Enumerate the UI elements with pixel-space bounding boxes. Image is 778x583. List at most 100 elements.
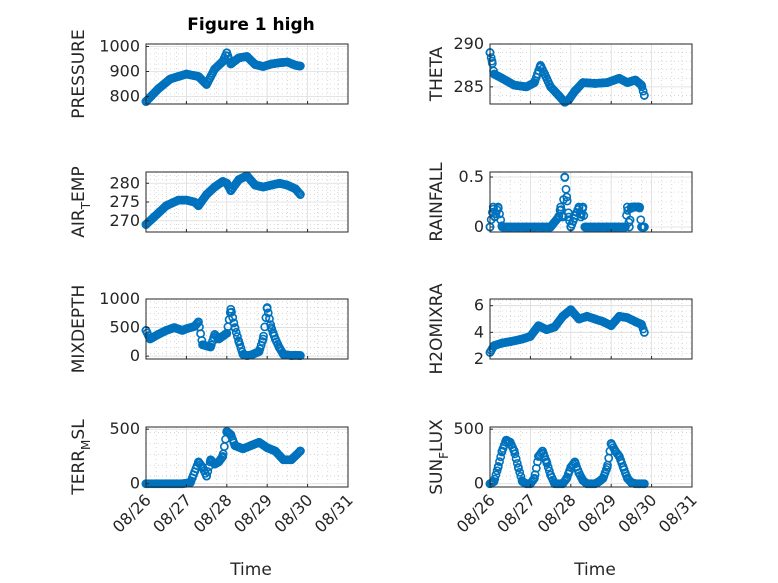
y-tick-label: 2 (474, 349, 484, 368)
data-point (226, 59, 236, 69)
x-tick-label: 08/26 (453, 490, 499, 536)
data-point (576, 212, 586, 222)
data-point (513, 462, 523, 472)
data-point (486, 53, 496, 63)
data-point (238, 444, 248, 454)
y-label-base: SUN (427, 459, 447, 495)
data-point (274, 178, 284, 188)
data-point (538, 222, 547, 232)
data-point (266, 323, 276, 332)
subplot-pressure: 800 900 1000 PRESSURE (69, 29, 349, 119)
data-point (246, 441, 256, 450)
data-point (153, 330, 163, 339)
y-label-rest: LUX (427, 419, 447, 452)
y-label-base: AIR (69, 209, 89, 238)
data-point (265, 314, 274, 324)
data-point (254, 347, 264, 356)
data-point (558, 311, 568, 321)
data-point (536, 61, 545, 70)
y-tick-label: 500 (109, 419, 140, 438)
axes-border (489, 43, 693, 105)
subplot-rainfall: 0 0.5 RAINFALL (427, 162, 693, 242)
data-point (274, 58, 284, 68)
figure-title: Figure 1 high (187, 15, 315, 35)
data-point (214, 457, 224, 467)
data-point (550, 322, 560, 332)
data-point (270, 334, 280, 344)
data-point (509, 80, 519, 90)
data-point (266, 180, 276, 190)
data-point (574, 468, 584, 478)
y-axis-label: SUNFLUX (427, 419, 451, 495)
data-point (222, 178, 232, 188)
data-point (562, 473, 572, 483)
data-point (202, 190, 211, 199)
y-axis-label: MIXDEPTH (69, 285, 89, 374)
data-point (538, 446, 547, 456)
data-point (202, 471, 211, 481)
axes-border (145, 43, 349, 105)
data-point (564, 95, 574, 105)
y-tick-label: 4 (474, 322, 484, 341)
y-tick-label: 1000 (99, 289, 140, 308)
x-tick-label: 08/27 (493, 490, 539, 536)
data-point (614, 222, 624, 232)
data-point (497, 338, 507, 348)
data-point (230, 441, 240, 450)
data-point (639, 327, 649, 337)
data-point (295, 190, 305, 199)
data-point (258, 334, 268, 344)
data-point (270, 446, 280, 456)
data-point (542, 457, 551, 467)
data-point (564, 212, 574, 222)
data-point (566, 462, 576, 472)
data-point (530, 78, 539, 87)
data-point (161, 201, 171, 211)
data-point (563, 208, 573, 218)
data-point (226, 430, 236, 440)
data-point (293, 448, 303, 458)
data-point (226, 304, 236, 314)
data-point (637, 80, 646, 90)
data-point (562, 196, 572, 206)
data-point (631, 75, 640, 85)
y-tick-label: 500 (453, 419, 484, 438)
data-point (149, 212, 159, 222)
data-point (558, 212, 568, 222)
data-point (590, 79, 600, 88)
data-point (161, 326, 171, 335)
data-point (635, 202, 644, 212)
data-point (194, 201, 203, 211)
data-point (606, 321, 616, 331)
data-point (274, 343, 284, 352)
subplot-sun_flux: 0500SUNFLUX08/2608/2708/2808/2908/3008/3… (427, 419, 701, 537)
x-tick-label: 08/30 (270, 490, 316, 536)
data-point (602, 78, 612, 87)
data-point (278, 350, 288, 359)
data-point (263, 308, 273, 318)
data-point (546, 470, 555, 480)
data-point (574, 314, 584, 324)
subplot-terr_msl: 0 500 TERRMSL 08/2608/2708/2808/2908/3008/3… (69, 419, 357, 537)
y-tick-label: 275 (109, 192, 140, 211)
data-point (266, 59, 276, 69)
y-label-rest: EMP (69, 166, 89, 202)
x-tick-label: 08/27 (149, 490, 195, 536)
data-point (570, 86, 580, 96)
data-point (153, 84, 163, 94)
x-tick-label: 08/28 (534, 490, 580, 536)
data-point (543, 462, 553, 472)
data-point (218, 57, 228, 66)
data-point (291, 60, 300, 70)
data-point (278, 455, 288, 465)
data-point (282, 57, 292, 67)
x-tick-label: 08/31 (655, 490, 701, 536)
x-tick-label: 08/28 (190, 490, 236, 536)
subplot-theta: 285 290 THETA (427, 34, 693, 107)
data-point (231, 327, 241, 337)
y-label-subscript: F (437, 452, 451, 459)
data-point (598, 473, 608, 483)
data-point (580, 222, 590, 232)
data-point (230, 323, 240, 332)
